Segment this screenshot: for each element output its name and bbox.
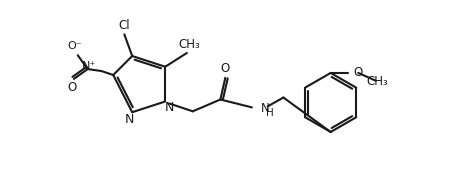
Text: Cl: Cl <box>118 19 130 32</box>
Text: N: N <box>124 113 134 126</box>
Text: N⁺: N⁺ <box>81 61 96 71</box>
Text: CH₃: CH₃ <box>366 75 388 88</box>
Text: O: O <box>221 62 230 76</box>
Text: H: H <box>266 108 273 118</box>
Text: CH₃: CH₃ <box>178 38 200 51</box>
Text: O: O <box>353 66 363 79</box>
Text: N: N <box>261 102 270 115</box>
Text: O: O <box>67 81 76 94</box>
Text: N: N <box>164 101 174 114</box>
Text: O⁻: O⁻ <box>68 41 82 52</box>
